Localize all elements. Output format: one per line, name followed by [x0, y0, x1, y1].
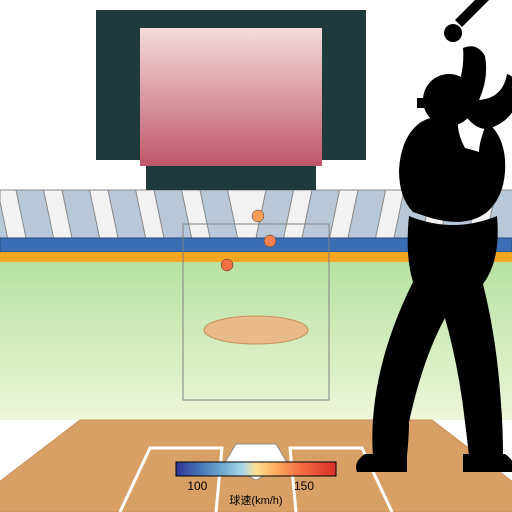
pitch-marker — [221, 259, 233, 271]
colorbar-label: 球速(km/h) — [229, 493, 282, 507]
pitch-marker — [264, 235, 276, 247]
pitch-location-chart: 100 150 球速(km/h) — [0, 0, 512, 512]
colorbar-tick: 100 — [187, 479, 207, 493]
pitch-marker — [252, 210, 264, 222]
pitchers-mound — [204, 316, 308, 344]
colorbar-tick: 150 — [294, 479, 314, 493]
colorbar — [176, 462, 336, 476]
scoreboard-screen — [140, 28, 322, 166]
